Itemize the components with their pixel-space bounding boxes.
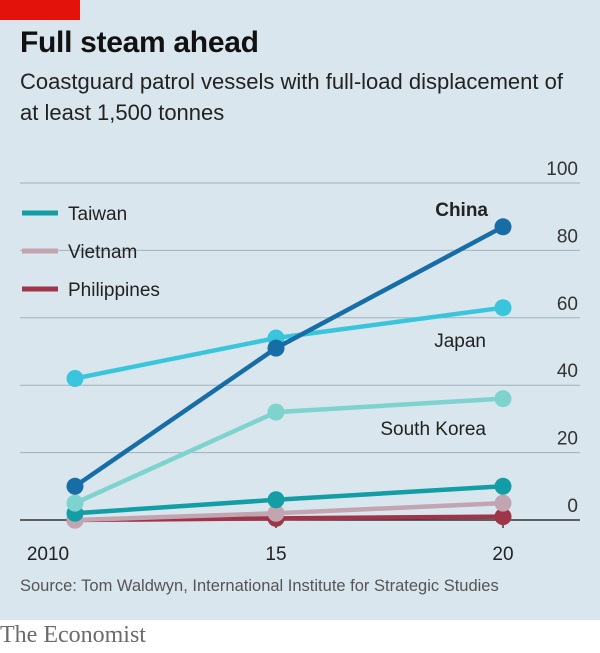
data-point-taiwan: [267, 491, 285, 509]
data-point-taiwan: [494, 477, 512, 495]
x-tick-label: 20: [492, 544, 513, 565]
data-point-vietnam: [494, 494, 512, 512]
y-tick-label: 100: [546, 159, 578, 180]
data-point-china: [66, 477, 84, 495]
data-point-south-korea: [66, 494, 84, 512]
data-point-japan: [66, 369, 84, 387]
data-point-china: [494, 218, 512, 236]
y-tick-label: 40: [557, 361, 578, 382]
y-tick-label: 20: [557, 429, 578, 450]
legend-label-vietnam: Vietnam: [68, 242, 137, 263]
legend-label-taiwan: Taiwan: [68, 204, 127, 225]
series-line-south-korea: [74, 396, 504, 506]
data-point-south-korea: [267, 403, 285, 421]
economist-logo: The Economist: [0, 622, 146, 648]
series-label-japan: Japan: [434, 331, 486, 352]
brand-red-tag: [0, 0, 80, 20]
x-tick-label: 15: [265, 544, 286, 565]
chart-subtitle: Coastguard patrol vessels with full-load…: [20, 69, 563, 125]
y-tick-label: 80: [557, 226, 578, 247]
legend-label-philippines: Philippines: [68, 280, 160, 301]
source-note: Source: Tom Waldwyn, International Insti…: [20, 577, 499, 595]
data-point-vietnam: [267, 504, 285, 522]
line-chart: 0 20 40 60 80 100 2010 15 20 Taiwan Vietnam Philipp…: [20, 159, 580, 565]
series-line-taiwan: [74, 484, 504, 516]
data-point-philippines: [494, 508, 512, 526]
series-label-south-korea: South Korea: [380, 419, 486, 440]
series-label-china: China: [435, 200, 488, 221]
series-line-china: [73, 224, 505, 489]
x-tick-label: 2010: [27, 544, 69, 565]
data-point-japan: [494, 299, 512, 317]
data-point-china: [267, 339, 285, 357]
y-tick-label: 60: [557, 294, 578, 315]
y-tick-label: 0: [567, 496, 578, 517]
data-point-south-korea: [494, 390, 512, 408]
chart-title: Full steam ahead: [20, 26, 259, 59]
